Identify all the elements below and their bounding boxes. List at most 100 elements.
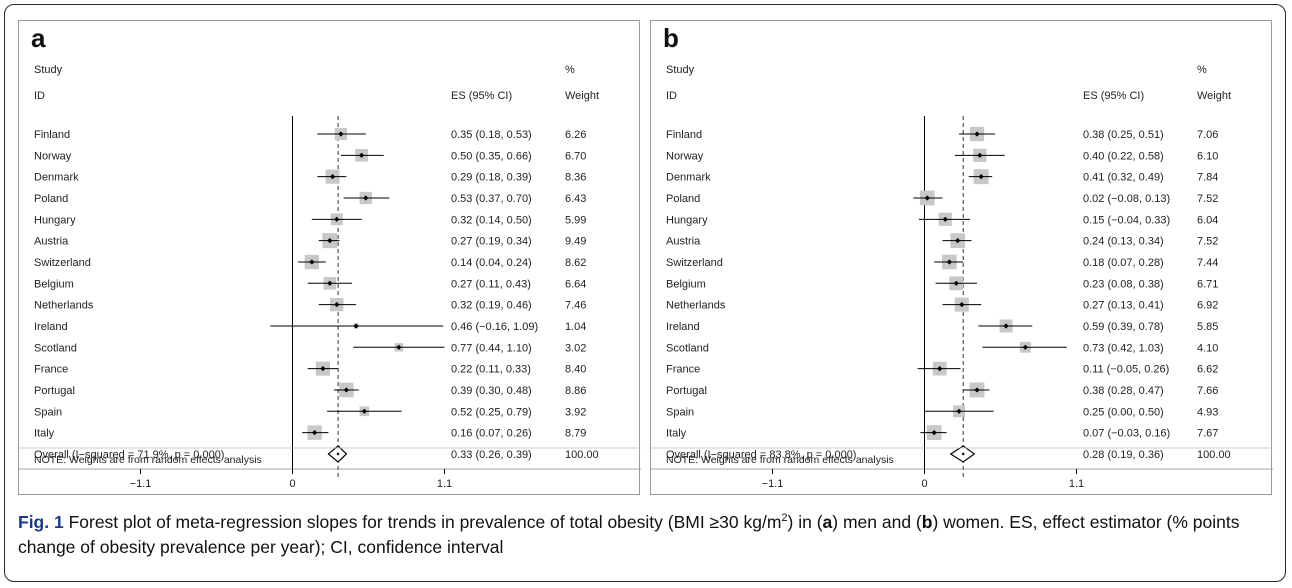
overall-weight-value: 100.00 (565, 449, 599, 461)
weight-value: 6.43 (565, 193, 586, 205)
point-estimate (955, 238, 961, 244)
caption-part: ) in ( (787, 512, 823, 532)
weight-value: 4.10 (1197, 342, 1218, 354)
point-estimate (327, 280, 333, 286)
header-pct: % (565, 64, 575, 76)
caption-part: b (921, 512, 933, 532)
weight-value: 5.85 (1197, 321, 1218, 333)
study-label: Netherlands (34, 300, 94, 312)
es-value: 0.15 (−0.04, 0.33) (1083, 214, 1170, 226)
study-label: Portugal (34, 385, 75, 397)
es-value: 0.23 (0.08, 0.38) (1083, 278, 1164, 290)
es-value: 0.14 (0.04, 0.24) (451, 257, 532, 269)
es-value: 0.77 (0.44, 1.10) (451, 342, 532, 354)
overall-label: Overall (I−squared = 71.9%, p = 0.000) (34, 449, 224, 461)
x-tick-label: −1.1 (762, 478, 784, 490)
weight-value: 7.84 (1197, 172, 1218, 184)
point-estimate (358, 152, 365, 158)
panel-label: b (663, 23, 679, 53)
weight-value: 7.44 (1197, 257, 1218, 269)
study-label: Ireland (34, 321, 68, 333)
study-label: Hungary (34, 214, 76, 226)
point-estimate (953, 280, 959, 286)
weight-value: 5.99 (565, 214, 586, 226)
point-estimate (978, 174, 984, 180)
overall-label: Overall (I−squared = 83.8%, p = 0.000) (666, 449, 856, 461)
header-id: ID (666, 90, 677, 102)
forest-plot-b-svg: b Study ID ES (95% CI)% Weight Finland 0.38 (0… (651, 23, 1273, 490)
header-es: ES (95% CI) (451, 90, 512, 102)
weight-value: 6.70 (565, 150, 586, 162)
es-value: 0.32 (0.14, 0.50) (451, 214, 532, 226)
point-estimate (338, 131, 344, 137)
caption-part: ) women. ES, effect estimator (% points … (18, 512, 1240, 557)
study-label: Finland (34, 129, 70, 141)
es-value: 0.41 (0.32, 0.49) (1083, 172, 1164, 184)
point-estimate (334, 302, 340, 308)
point-estimate (361, 408, 367, 414)
es-value: 0.59 (0.39, 0.78) (1083, 321, 1164, 333)
weight-value: 3.02 (565, 342, 586, 354)
study-label: Norway (34, 150, 72, 162)
es-value: 0.32 (0.19, 0.46) (451, 300, 532, 312)
es-value: 0.16 (0.07, 0.26) (451, 428, 532, 440)
panel-label: a (31, 23, 46, 53)
study-label: Italy (34, 428, 55, 440)
point-estimate (937, 366, 943, 372)
es-value: 0.38 (0.28, 0.47) (1083, 385, 1164, 397)
study-label: Denmark (666, 172, 711, 184)
study-label: Scotland (666, 342, 709, 354)
study-label: Poland (666, 193, 700, 205)
point-estimate (396, 344, 402, 350)
point-estimate (956, 408, 962, 414)
study-label: Ireland (666, 321, 700, 333)
point-estimate (363, 195, 369, 201)
study-label: Norway (666, 150, 704, 162)
weight-value: 8.40 (565, 364, 586, 376)
point-estimate (329, 174, 336, 180)
es-value: 0.52 (0.25, 0.79) (451, 406, 532, 418)
weight-value: 7.67 (1197, 428, 1218, 440)
header-weight: Weight (565, 90, 599, 102)
weight-value: 7.66 (1197, 385, 1218, 397)
point-estimate (959, 302, 965, 308)
point-estimate (343, 387, 349, 393)
study-label: Spain (34, 406, 62, 418)
header-study: Study (666, 64, 695, 76)
overall-point (336, 452, 340, 456)
overall-weight-value: 100.00 (1197, 449, 1231, 461)
point-estimate (334, 216, 340, 222)
weight-value: 8.36 (565, 172, 586, 184)
point-estimate (924, 195, 930, 201)
weight-value: 8.86 (565, 385, 586, 397)
study-label: France (34, 364, 68, 376)
study-label: Spain (666, 406, 694, 418)
point-estimate (974, 387, 980, 393)
es-value: 0.18 (0.07, 0.28) (1083, 257, 1164, 269)
x-tick-label: 1.1 (1069, 478, 1084, 490)
weight-value: 7.52 (1197, 193, 1218, 205)
study-label: Scotland (34, 342, 77, 354)
weight-value: 6.04 (1197, 214, 1218, 226)
study-label: France (666, 364, 700, 376)
weight-value: 7.06 (1197, 129, 1218, 141)
caption-text: Forest plot of meta-regression slopes fo… (18, 512, 1240, 557)
es-value: 0.38 (0.25, 0.51) (1083, 129, 1164, 141)
point-estimate (1022, 344, 1028, 350)
es-value: 0.35 (0.18, 0.53) (451, 129, 532, 141)
weights-note: NOTE: Weights are from random effects an… (666, 454, 894, 466)
header-weight: Weight (1197, 90, 1231, 102)
figure-frame (4, 4, 1286, 582)
point-estimate (942, 216, 948, 222)
header-pct: % (1197, 64, 1207, 76)
es-value: 0.24 (0.13, 0.34) (1083, 236, 1164, 248)
weight-value: 1.04 (565, 321, 586, 333)
weight-value: 4.93 (1197, 406, 1218, 418)
es-value: 0.11 (−0.05, 0.26) (1083, 364, 1169, 376)
study-label: Poland (34, 193, 68, 205)
point-estimate (977, 152, 983, 158)
caption-part: Forest plot of meta-regression slopes fo… (63, 512, 782, 532)
es-value: 0.22 (0.11, 0.33) (451, 364, 531, 376)
study-label: Belgium (34, 278, 74, 290)
weight-value: 3.92 (565, 406, 586, 418)
